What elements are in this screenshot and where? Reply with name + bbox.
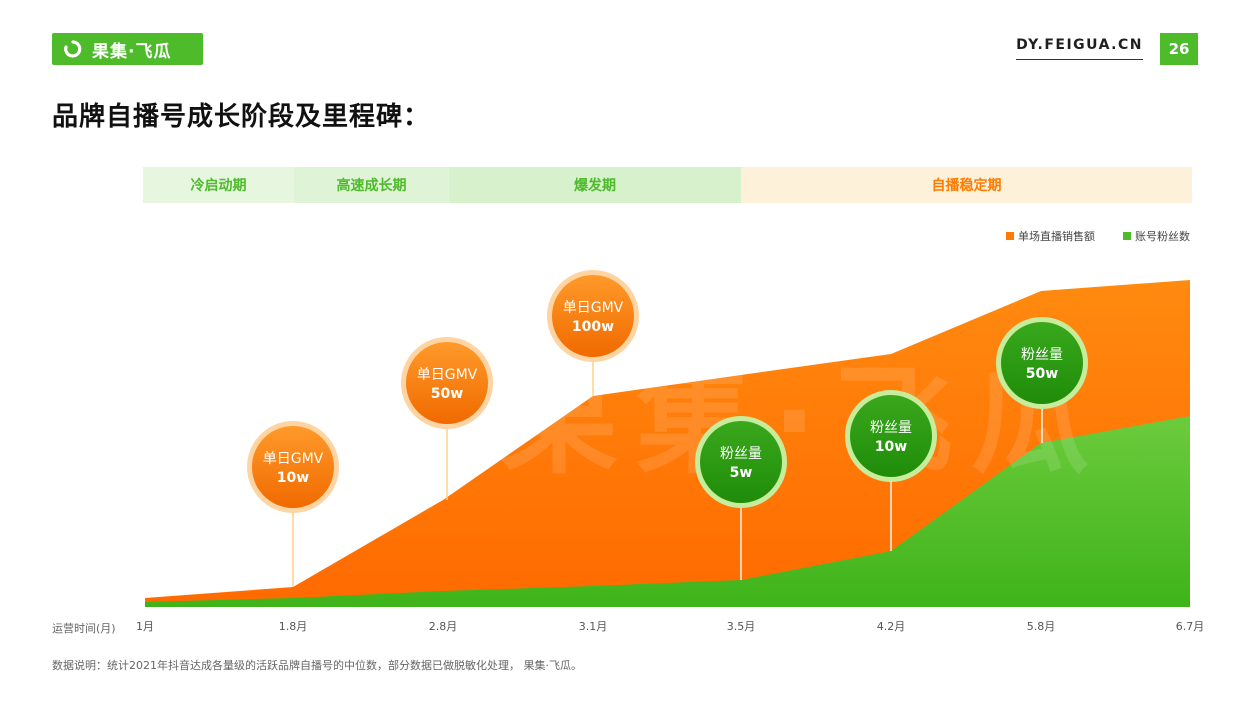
milestone-bubble [252,426,334,508]
x-tick-label: 2.8月 [429,620,458,633]
milestone-value: 50w [431,386,463,402]
phase-stable: 自播稳定期 [741,167,1192,203]
legend-swatch-fans [1123,232,1131,240]
milestone-value: 5w [730,465,753,481]
legend-item-sales: 单场直播销售额 [1006,228,1095,244]
legend-swatch-sales [1006,232,1014,240]
x-tick-label: 1月 [136,620,154,633]
milestone-marker: 粉丝量 5w [695,416,787,580]
page-number: 26 [1160,33,1198,65]
site-url: DY.FEIGUA.CN [1016,37,1143,60]
x-tick-label: 6.7月 [1176,620,1205,633]
milestone-value: 10w [277,470,309,486]
milestone-marker: 粉丝量 10w [845,390,937,551]
legend-item-fans: 账号粉丝数 [1123,228,1190,244]
milestone-label: 粉丝量 [720,446,762,462]
milestone-marker: 单日GMV 10w [247,421,339,587]
phase-explosion: 爆发期 [449,167,741,203]
x-tick-label: 3.5月 [727,620,756,633]
phase-bar: 冷启动期 高速成长期 爆发期 自播稳定期 [143,167,1192,203]
milestone-bubble [700,421,782,503]
phase-rapid-growth: 高速成长期 [294,167,449,203]
milestone-bubble [1001,322,1083,404]
brand-logo: 果集·飞瓜 [52,33,203,65]
x-tick-label: 4.2月 [877,620,906,633]
phase-cold-start: 冷启动期 [143,167,294,203]
milestone-label: 单日GMV [263,451,324,467]
milestone-marker: 单日GMV 100w [547,270,639,396]
milestone-value: 10w [875,439,907,455]
milestone-marker: 单日GMV 50w [401,337,493,500]
x-axis-title: 运营时间(月) [52,622,116,635]
milestone-bubble [552,275,634,357]
milestone-bubble [850,395,932,477]
x-tick-label: 5.8月 [1027,620,1056,633]
series-area-fans [145,416,1190,607]
legend-label-fans: 账号粉丝数 [1135,230,1190,243]
milestone-marker: 粉丝量 50w [996,317,1088,443]
milestone-label: 单日GMV [417,367,478,383]
milestone-label: 单日GMV [563,300,624,316]
watermark-text: 果集·飞瓜 [500,352,1107,490]
milestone-value: 100w [572,319,614,335]
logo-mark-icon [64,40,82,58]
logo-text: 果集·飞瓜 [92,41,172,62]
watermark-logo-icon [208,295,415,501]
footnote: 数据说明：统计2021年抖音达成各量级的活跃品牌自播号的中位数，部分数据已做脱敏… [52,659,582,672]
x-tick-label: 3.1月 [579,620,608,633]
milestone-value: 50w [1026,366,1058,382]
page-title: 品牌自播号成长阶段及里程碑： [52,102,431,132]
x-tick-label: 1.8月 [279,620,308,633]
milestone-label: 粉丝量 [1021,347,1063,363]
milestone-label: 粉丝量 [870,420,912,436]
milestone-bubble [406,342,488,424]
chart-legend: 单场直播销售额 账号粉丝数 [1006,228,1190,244]
legend-label-sales: 单场直播销售额 [1018,230,1095,243]
